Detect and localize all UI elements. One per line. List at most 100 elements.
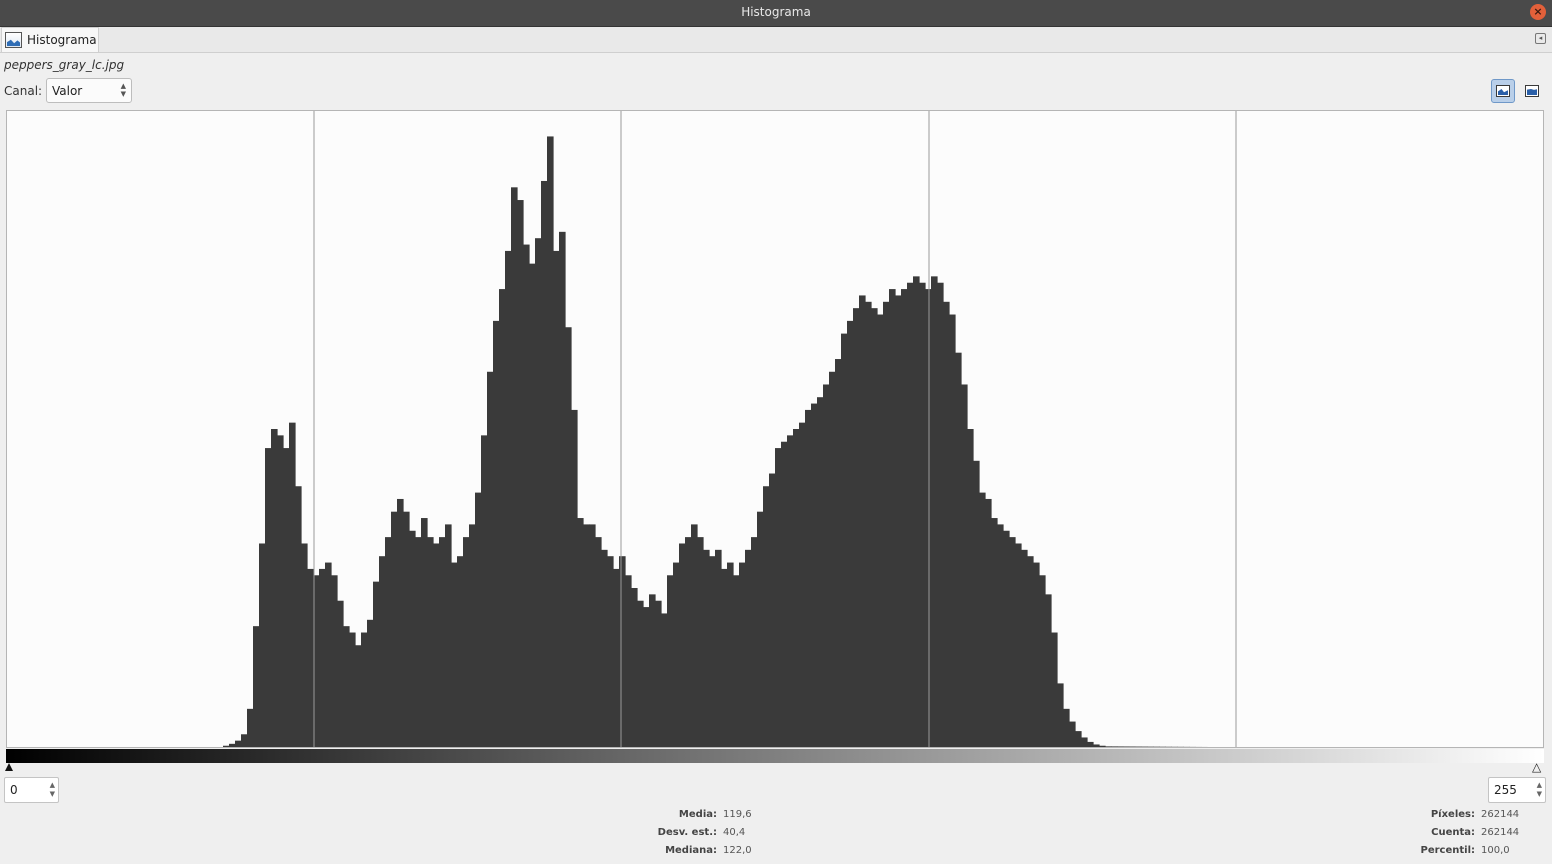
histogram-bar (343, 626, 350, 747)
histogram-bar (865, 301, 872, 747)
histogram-bar (889, 289, 896, 747)
range-high-handle[interactable]: △ (1532, 760, 1542, 774)
histogram-bar (271, 429, 278, 747)
range-high-input[interactable]: 255 ▲ ▼ (1488, 777, 1546, 803)
channel-select-value: Valor (52, 84, 83, 98)
histogram-bar (307, 568, 314, 747)
histogram-bar (367, 619, 374, 747)
histogram-bar (553, 250, 560, 747)
stat-count-label: Cuenta: (1431, 827, 1475, 838)
histogram-bar (637, 600, 644, 747)
logarithmic-histogram-icon (1525, 85, 1539, 97)
histogram-bar (541, 180, 548, 747)
histogram-bar (763, 486, 770, 747)
chevron-up-down-icon: ▲ ▼ (120, 82, 126, 98)
histogram-bar (703, 549, 710, 747)
histogram-bar (877, 314, 884, 747)
histogram-bar (955, 352, 962, 747)
linear-histogram-button[interactable] (1491, 79, 1515, 103)
histogram-bar (613, 568, 620, 747)
histogram-chart (223, 111, 1237, 747)
histogram-bar (679, 543, 686, 747)
histogram-bar (607, 556, 614, 747)
histogram-bar (961, 384, 968, 747)
histogram-bar (655, 600, 662, 747)
tab-menu-icon[interactable]: ◂ (1535, 33, 1546, 44)
histogram-bar (253, 626, 260, 747)
histogram-bar (415, 537, 422, 747)
histogram-bar (571, 409, 578, 747)
histogram-bar (649, 594, 656, 747)
stat-mean-label: Media: (678, 809, 717, 820)
range-high-value: 255 (1494, 783, 1517, 797)
histogram-bar (871, 308, 878, 747)
histogram-bar (313, 575, 320, 747)
histogram-bar (235, 740, 242, 747)
tab-histogram[interactable]: Histograma (1, 27, 99, 52)
histogram-bar (493, 320, 500, 747)
range-low-handle[interactable] (5, 763, 13, 771)
histogram-bar (283, 448, 290, 747)
range-low-value: 0 (10, 783, 18, 797)
histogram-bar (223, 745, 230, 747)
histogram-bar (991, 518, 998, 747)
close-icon[interactable]: × (1530, 4, 1546, 20)
stat-count-value: 262144 (1481, 827, 1520, 838)
histogram-bar (847, 320, 854, 747)
spinner-arrows-icon[interactable]: ▲ ▼ (49, 781, 55, 798)
histogram-bar (949, 314, 956, 747)
histogram-bar (1117, 746, 1124, 747)
histogram-bar (277, 435, 284, 747)
histogram-bar (1063, 708, 1070, 747)
histogram-bar (907, 282, 914, 747)
spinner-arrows-icon[interactable]: ▲ ▼ (1536, 781, 1542, 798)
histogram-view[interactable] (6, 110, 1544, 748)
stat-median-value: 122,0 (723, 845, 752, 856)
stat-percentile-value: 100,0 (1481, 845, 1510, 856)
logarithmic-histogram-button[interactable] (1520, 79, 1544, 103)
histogram-bar (517, 200, 524, 747)
histogram-bar (289, 422, 296, 747)
histogram-bar (583, 524, 590, 747)
histogram-bar (481, 435, 488, 747)
histogram-bar (463, 537, 470, 747)
histogram-bar (457, 556, 464, 747)
histogram-bar (577, 518, 584, 747)
histogram-bar (721, 568, 728, 747)
histogram-bar (781, 441, 788, 747)
histogram-bar (769, 473, 776, 747)
histogram-bar (733, 575, 740, 747)
histogram-bar (385, 537, 392, 747)
histogram-bar (853, 308, 860, 747)
histogram-bar (247, 708, 254, 747)
histogram-bar (727, 562, 734, 747)
histogram-bar (685, 537, 692, 747)
histogram-bar (499, 289, 506, 747)
histogram-bar (931, 276, 938, 747)
histogram-bar (511, 187, 518, 747)
stat-stddev-value: 40,4 (723, 827, 746, 838)
histogram-bar (589, 524, 596, 747)
histogram-bar (445, 524, 452, 747)
histogram-bar (667, 575, 674, 747)
histogram-bar (817, 397, 824, 747)
histogram-bar (505, 250, 512, 747)
histogram-bar (1105, 746, 1112, 747)
histogram-bar (1027, 556, 1034, 747)
channel-select[interactable]: Valor ▲ ▼ (46, 78, 132, 103)
histogram-bar (997, 524, 1004, 747)
histogram-bar (1075, 731, 1082, 747)
histogram-bar (793, 429, 800, 747)
value-gradient-bar[interactable] (6, 749, 1544, 763)
histogram-bar (661, 613, 668, 747)
histogram-bar (805, 409, 812, 747)
histogram-bar (1015, 543, 1022, 747)
histogram-icon (5, 32, 22, 48)
histogram-bar (427, 537, 434, 747)
histogram-bar (985, 498, 992, 747)
range-low-input[interactable]: 0 ▲ ▼ (4, 777, 59, 803)
histogram-bar (1099, 745, 1106, 747)
histogram-bar (469, 524, 476, 747)
histogram-bar (787, 435, 794, 747)
histogram-bar (619, 556, 626, 747)
